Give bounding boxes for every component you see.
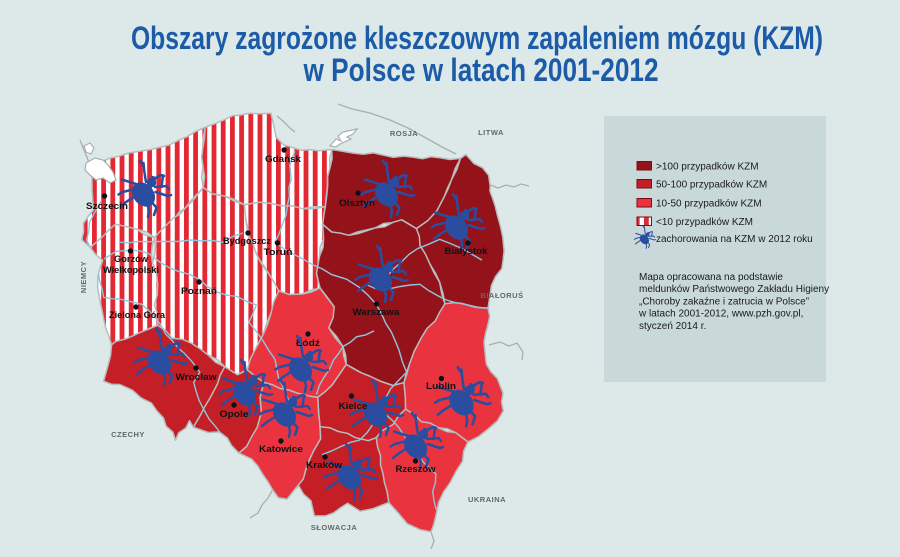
svg-text:LITWA: LITWA (478, 128, 504, 137)
svg-text:Gdańsk: Gdańsk (265, 154, 302, 165)
svg-text:SŁOWACJA: SŁOWACJA (311, 523, 358, 532)
svg-text:Mapa opracowana na podstawie: Mapa opracowana na podstawie (639, 272, 783, 283)
svg-text:Szczecin: Szczecin (86, 201, 128, 212)
svg-text:ROSJA: ROSJA (390, 129, 418, 138)
svg-text:Kielce: Kielce (339, 401, 368, 412)
svg-text:Wielkopolski: Wielkopolski (103, 265, 159, 276)
svg-text:w Polsce w latach 2001-2012: w Polsce w latach 2001-2012 (303, 52, 659, 88)
svg-text:BIAŁORUŚ: BIAŁORUŚ (480, 291, 523, 300)
svg-text:zachorowania na KZM w 2012 rok: zachorowania na KZM w 2012 roku (656, 234, 813, 245)
svg-text:>100 przypadków KZM: >100 przypadków KZM (656, 162, 759, 173)
svg-text:Rzeszów: Rzeszów (396, 464, 437, 475)
svg-text:Katowice: Katowice (259, 444, 303, 455)
svg-text:Wrocław: Wrocław (176, 372, 218, 383)
svg-text:Poznań: Poznań (181, 286, 217, 297)
svg-text:Kraków: Kraków (306, 460, 343, 471)
svg-text:10-50 przypadków KZM: 10-50 przypadków KZM (656, 199, 762, 210)
svg-text:meldunków Państwowego Zakładu: meldunków Państwowego Zakładu Higieny (639, 284, 829, 295)
svg-text:Gorzów: Gorzów (114, 254, 149, 265)
svg-text:CZECHY: CZECHY (111, 430, 145, 439)
svg-text:w latach 2001-2012, www.pzh.go: w latach 2001-2012, www.pzh.gov.pl, (638, 309, 803, 320)
svg-text:50-100 przypadków KZM: 50-100 przypadków KZM (656, 180, 767, 191)
svg-text:Bydgoszcz: Bydgoszcz (223, 236, 271, 247)
svg-text:NIEMCY: NIEMCY (79, 261, 88, 293)
svg-text:Opole: Opole (220, 409, 249, 420)
svg-text:styczeń 2014 r.: styczeń 2014 r. (639, 321, 706, 332)
svg-text:Białystok: Białystok (445, 246, 489, 257)
svg-text:UKRAINA: UKRAINA (468, 495, 506, 504)
svg-text:„Choroby zakaźne i zatrucia w: „Choroby zakaźne i zatrucia w Polsce” (639, 296, 809, 307)
svg-text:Warszawa: Warszawa (353, 307, 401, 318)
svg-text:Obszary zagrożone kleszczowym: Obszary zagrożone kleszczowym zapaleniem… (131, 20, 823, 56)
svg-text:Łódź: Łódź (296, 338, 320, 349)
svg-text:Zielona Góra: Zielona Góra (109, 310, 166, 321)
svg-text:<10 przypadków KZM: <10 przypadków KZM (656, 217, 753, 228)
svg-text:Olsztyn: Olsztyn (339, 198, 375, 209)
svg-text:Toruń: Toruń (264, 247, 293, 258)
svg-text:Lublin: Lublin (426, 381, 456, 392)
